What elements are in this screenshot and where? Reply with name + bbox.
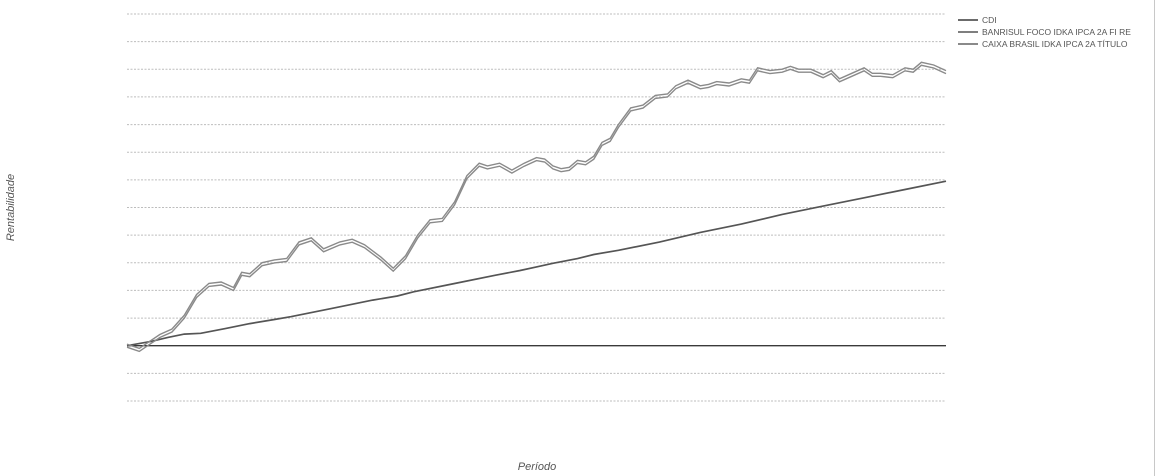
series-line-2 — [126, 180, 947, 347]
series-line-3 — [126, 61, 947, 350]
chart-series-lines — [126, 61, 947, 353]
legend-label: BANRISUL FOCO IDKA IPCA 2A FI RE — [982, 27, 1131, 37]
chart-gridlines — [127, 13, 946, 402]
chart-legend: CDI BANRISUL FOCO IDKA IPCA 2A FI RE CAIXA… — [958, 15, 1131, 49]
y-axis-label: Rentabilidade — [5, 174, 17, 241]
legend-label: CAIXA BRASIL IDKA IPCA 2A TÍTULO — [982, 39, 1128, 49]
x-axis-label: Período — [518, 461, 557, 473]
series-line-3 — [126, 64, 947, 353]
legend-label: CDI — [982, 15, 997, 25]
